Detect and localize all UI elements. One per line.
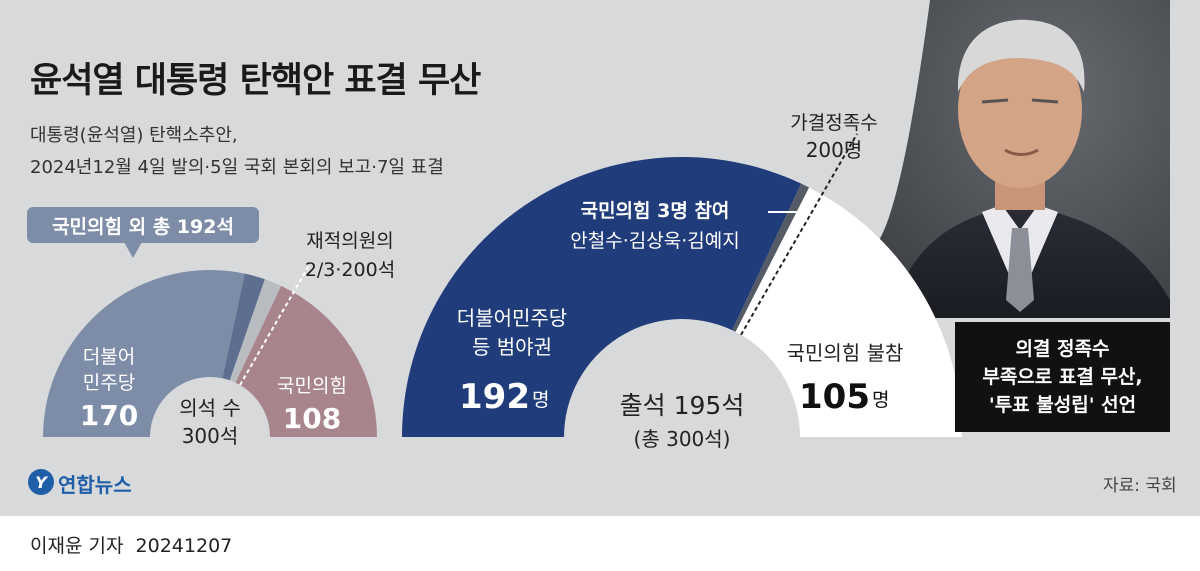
seat-threshold-line [239, 261, 312, 386]
slice-label-ppp: 국민의힘 [277, 375, 347, 397]
vote-slice-1 [732, 183, 810, 332]
seat-slice-1 [222, 273, 265, 381]
verdict-line-3: '투표 불성립' 선언 [988, 394, 1137, 416]
slice-label-absent: 국민의힘 불참 [787, 341, 904, 365]
byline-date: 20241207 [135, 535, 233, 557]
slice-label-dem-line2: 민주당 [83, 372, 135, 394]
slice-value-opp: 192 [459, 377, 530, 417]
callout-tail [124, 242, 142, 258]
slice-label-opp-line2: 등 범야권 [472, 335, 552, 359]
slice-unit-absent: 명 [872, 389, 889, 411]
slice-label-dem-line1: 더불어 [83, 346, 135, 368]
callout-bubble: 국민의힘 외 총 192석 [27, 207, 259, 243]
portrait-illustration [870, 0, 1170, 318]
threshold-label-votes-line2: 200명 [806, 138, 863, 162]
center-label-attendance-line2: (총 300석) [634, 427, 731, 451]
center-label-seats-line2: 300석 [182, 424, 239, 448]
charts-svg: 더불어 민주당 170 국민의힘 108 의석 수 300석 재적의원의 2/3… [43, 112, 962, 451]
seat-slice-2 [229, 279, 282, 383]
slice-value-dem: 170 [80, 399, 138, 432]
slice-label-opp-line1: 더불어민주당 [457, 306, 567, 330]
center-label-attendance-line1: 출석 195석 [620, 391, 745, 420]
page-title: 윤석열 대통령 탄핵안 표결 무산 [30, 61, 481, 101]
threshold-label-seats-line1: 재적의원의 [306, 230, 393, 252]
seat-chart [43, 261, 377, 437]
verdict-box: 의결 정족수 부족으로 표결 무산, '투표 불성립' 선언 [955, 322, 1170, 432]
vote-threshold-line [740, 133, 858, 336]
source-note: 자료: 국회 [1103, 476, 1177, 496]
ppp-participation-names: 안철수·김상욱·김예지 [570, 230, 739, 252]
verdict-line-2: 부족으로 표결 무산, [982, 366, 1143, 388]
vote-slice-0 [402, 156, 802, 437]
threshold-label-seats-line2: 2/3·200석 [305, 259, 395, 281]
threshold-label-votes-line1: 가결정족수 [790, 112, 877, 134]
portrait-photo [870, 0, 1170, 318]
logo-icon: Y [28, 469, 54, 495]
center-label-seats-line1: 의석 수 [179, 396, 241, 420]
byline: 이재윤 기자 20241207 [30, 531, 232, 558]
seat-slice-0 [43, 270, 245, 437]
slice-unit-opp: 명 [532, 389, 549, 411]
logo-text: 연합뉴스 [58, 473, 132, 497]
slice-value-ppp: 108 [283, 402, 341, 435]
seat-slice-3 [235, 285, 377, 437]
slice-value-absent: 105 [799, 377, 870, 417]
vote-chart [402, 133, 962, 437]
byline-author: 이재윤 기자 [30, 535, 124, 557]
verdict-line-1: 의결 정족수 [1015, 338, 1110, 360]
subtitle-line-2: 2024년12월 4일 발의·5일 국회 본회의 보고·7일 표결 [30, 157, 444, 178]
subtitle-line-1: 대통령(윤석열) 탄핵소추안, [30, 125, 238, 146]
ppp-participation-title: 국민의힘 3명 참여 [581, 200, 730, 222]
vote-slice-2 [735, 187, 962, 437]
